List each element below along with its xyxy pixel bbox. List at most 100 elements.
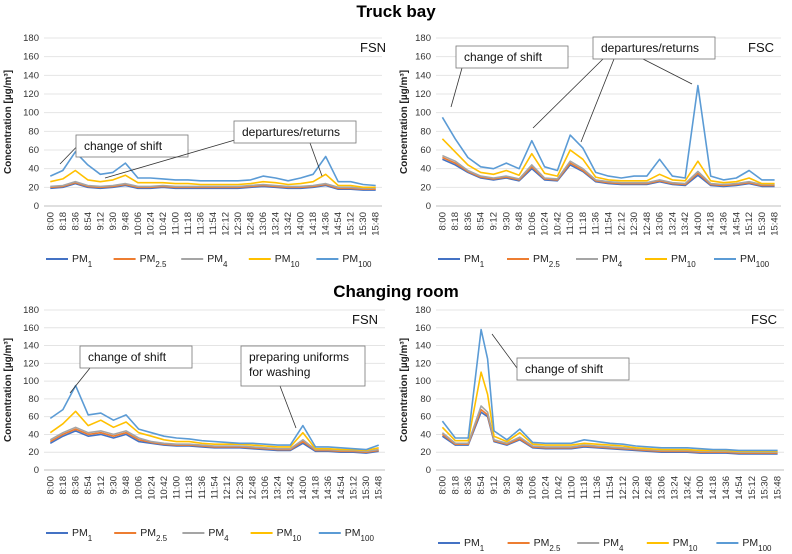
x-tick-label: 13:06 <box>260 476 271 500</box>
x-tick-label: 13:24 <box>273 476 284 500</box>
legend-entry: PM10 <box>250 527 302 543</box>
y-tick-label: 0 <box>34 465 39 476</box>
x-tick-label: 8:00 <box>45 476 56 495</box>
x-tick-label: 12:48 <box>247 476 258 500</box>
x-tick-label: 14:54 <box>731 212 742 236</box>
x-tick-label: 8:54 <box>476 212 487 231</box>
series-line-pm25 <box>442 156 775 187</box>
x-tick-label: 8:36 <box>71 476 82 495</box>
y-tick-label: 80 <box>420 126 431 137</box>
annotation-text: preparing uniforms <box>249 350 349 364</box>
y-tick-label: 180 <box>415 305 431 316</box>
y-tick-label: 140 <box>23 70 39 81</box>
x-tick-label: 9:12 <box>96 476 107 495</box>
y-tick-label: 180 <box>23 33 39 44</box>
x-tick-label: 14:18 <box>311 476 322 500</box>
series-line-pm1 <box>49 430 379 454</box>
x-tick-label: 11:18 <box>184 476 195 499</box>
legend-entry: PM100 <box>318 527 375 543</box>
x-tick-label: 12:30 <box>629 212 640 236</box>
x-tick-label: 8:36 <box>463 212 474 231</box>
legend-label: PM2.5 <box>140 527 167 543</box>
x-tick-label: 12:12 <box>616 212 627 236</box>
legend-label: PM100 <box>740 253 770 269</box>
x-tick-label: 11:36 <box>592 476 603 499</box>
annotation-box <box>592 36 716 60</box>
x-tick-label: 10:06 <box>133 212 144 236</box>
y-tick-label: 100 <box>23 108 39 119</box>
legend-label: PM10 <box>277 527 302 543</box>
annotation-leader <box>532 58 604 129</box>
panel-tag: FSN <box>352 312 378 327</box>
x-tick-label: 10:24 <box>540 212 551 236</box>
x-tick-label: 9:30 <box>502 476 513 495</box>
y-tick-label: 120 <box>415 358 431 369</box>
x-tick-label: 8:18 <box>58 212 69 231</box>
x-tick-label: 11:00 <box>172 476 183 499</box>
x-tick-label: 14:18 <box>308 212 319 236</box>
x-tick-label: 8:54 <box>476 476 487 495</box>
x-tick-label: 13:06 <box>655 212 666 236</box>
x-tick-label: 10:42 <box>553 476 564 500</box>
x-tick-label: 10:06 <box>528 476 539 500</box>
legend-entry: PM4 <box>577 537 624 553</box>
x-tick-label: 11:54 <box>605 476 616 499</box>
x-tick-label: 9:30 <box>501 212 512 231</box>
y-axis-label: Concentration [µg/m³] <box>399 338 410 442</box>
y-tick-label: 60 <box>28 145 39 156</box>
x-tick-label: 10:24 <box>541 476 552 500</box>
y-tick-label: 0 <box>34 201 39 212</box>
annotation-text: change of shift <box>84 139 163 153</box>
annotation-box <box>79 345 193 369</box>
x-tick-label: 8:36 <box>463 476 474 495</box>
y-tick-label: 60 <box>28 412 39 423</box>
series-line-pm4 <box>50 180 376 190</box>
legend-label: PM100 <box>742 537 772 553</box>
x-tick-label: 14:00 <box>296 212 307 236</box>
x-tick-label: 14:00 <box>298 476 309 500</box>
x-tick-label: 8:00 <box>437 476 448 495</box>
y-tick-label: 40 <box>420 164 431 175</box>
y-tick-label: 20 <box>420 182 431 193</box>
y-tick-label: 160 <box>415 52 431 63</box>
legend-entry: PM1 <box>46 253 93 269</box>
x-tick-label: 10:24 <box>146 476 157 500</box>
y-tick-label: 20 <box>28 447 39 458</box>
x-tick-label: 10:06 <box>527 212 538 236</box>
x-tick-label: 9:12 <box>489 476 500 495</box>
x-tick-label: 12:30 <box>235 476 246 500</box>
x-tick-label: 9:48 <box>515 476 526 495</box>
y-tick-label: 100 <box>415 108 431 119</box>
x-tick-label: 12:12 <box>221 212 232 236</box>
x-tick-label: 15:48 <box>374 476 385 500</box>
legend-entry: PM2.5 <box>113 253 167 269</box>
x-tick-label: 11:54 <box>208 212 219 235</box>
y-tick-label: 140 <box>23 341 39 352</box>
y-tick-label: 100 <box>415 376 431 387</box>
x-tick-label: 13:24 <box>271 212 282 236</box>
series-line-pm100 <box>49 384 379 451</box>
x-tick-label: 12:48 <box>246 212 257 236</box>
legend-label: PM1 <box>72 527 93 543</box>
legend-label: PM10 <box>673 537 698 553</box>
y-tick-label: 120 <box>415 89 431 100</box>
y-tick-label: 60 <box>420 145 431 156</box>
annotation-box <box>455 45 569 69</box>
x-tick-label: 10:42 <box>158 212 169 236</box>
legend-label: PM100 <box>342 253 372 269</box>
x-tick-label: 12:48 <box>642 212 653 236</box>
chart-changing-room-fsc: 0 20 40 60 80 100 120 140 160 180 8:00 8:18 8:36 8:54… <box>399 305 784 553</box>
x-tick-label: 8:18 <box>450 476 461 495</box>
x-tick-label: 11:54 <box>604 212 615 235</box>
x-tick-label: 14:54 <box>333 212 344 236</box>
chart-truck-bay-fsn: 0 20 40 60 80 100 120 140 160 180 8:00 8:18 8:36 8:54… <box>3 33 386 269</box>
x-tick-label: 15:30 <box>757 212 768 236</box>
x-tick-label: 15:48 <box>773 476 784 500</box>
x-tick-label: 8:36 <box>70 212 81 231</box>
x-tick-label: 9:30 <box>108 212 119 231</box>
legend-label: PM100 <box>345 527 375 543</box>
legend-entry: PM10 <box>248 253 300 269</box>
legend-label: PM4 <box>207 253 228 269</box>
x-tick-label: 15:12 <box>744 212 755 236</box>
x-tick-label: 14:36 <box>719 212 730 236</box>
